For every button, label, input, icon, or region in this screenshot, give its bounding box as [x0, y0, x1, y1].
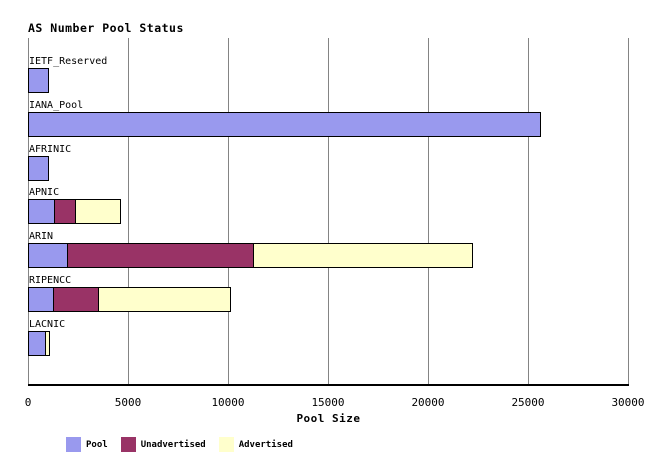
bar-segment-unadvertised: [53, 287, 99, 312]
chart-title: AS Number Pool Status: [28, 21, 184, 35]
category-label: AFRINIC: [29, 144, 72, 155]
category-label: RIPENCC: [29, 275, 72, 286]
bar-segment-unadvertised: [54, 199, 76, 224]
legend-item: Pool: [66, 437, 108, 452]
legend-swatch-icon: [66, 437, 81, 452]
legend-item: Unadvertised: [120, 437, 206, 452]
bar-segment-advertised: [45, 331, 50, 356]
category-label: IANA_Pool: [29, 100, 84, 111]
gridline: [528, 38, 529, 384]
gridline: [128, 38, 129, 384]
gridline: [628, 38, 629, 384]
legend-label: Pool: [86, 439, 108, 450]
x-tick-label: 25000: [511, 396, 545, 409]
legend-swatch-icon: [218, 437, 234, 452]
bar-segment-pool: [28, 112, 541, 137]
bar-segment-pool: [28, 331, 46, 356]
bar-segment-pool: [28, 68, 49, 93]
x-tick-label: 10000: [211, 396, 245, 409]
bar-segment-unadvertised: [67, 243, 254, 268]
legend-label: Advertised: [238, 439, 293, 450]
category-label: ARIN: [29, 231, 54, 242]
bar-segment-advertised: [98, 287, 231, 312]
category-label: IETF_Reserved: [29, 56, 108, 67]
legend-swatch-icon: [120, 437, 136, 452]
bar-segment-advertised: [75, 199, 121, 224]
x-tick-label: 0: [24, 396, 32, 409]
gridline: [228, 38, 229, 384]
gridline: [428, 38, 429, 384]
bar-segment-pool: [28, 287, 54, 312]
gridline: [328, 38, 329, 384]
x-tick-label: 30000: [611, 396, 645, 409]
x-tick-label: 15000: [311, 396, 345, 409]
legend-label: Unadvertised: [140, 439, 206, 450]
bar-segment-advertised: [253, 243, 473, 268]
category-label: APNIC: [29, 187, 60, 198]
category-label: LACNIC: [29, 319, 66, 330]
x-tick-label: 20000: [411, 396, 445, 409]
bar-segment-pool: [28, 243, 68, 268]
bar-segment-pool: [28, 199, 55, 224]
legend-item: Advertised: [218, 437, 293, 452]
legend: Pool Unadvertised Advertised: [66, 437, 293, 452]
plot-area: IETF_Reserved IANA_Pool AFRINIC APNIC ARIN RI…: [28, 38, 629, 386]
x-tick-label: 5000: [114, 396, 142, 409]
x-axis-label: Pool Size: [296, 412, 361, 425]
bar-segment-pool: [28, 156, 49, 181]
